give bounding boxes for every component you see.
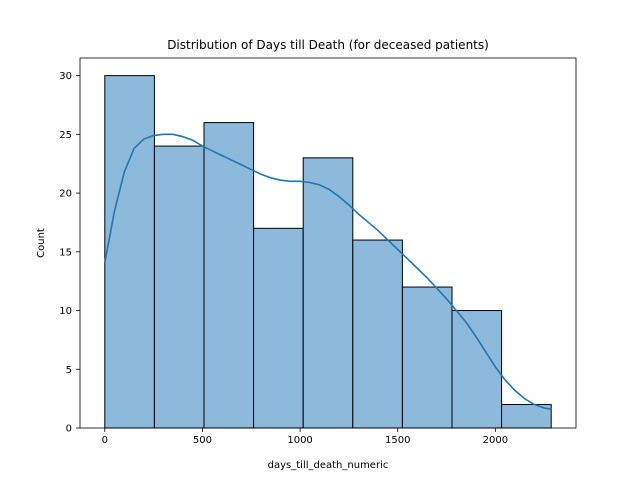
y-axis-label: Count [36, 228, 47, 258]
x-tick-label: 1000 [287, 435, 312, 446]
y-tick-label: 30 [59, 71, 72, 82]
y-tick-label: 25 [59, 130, 72, 141]
histogram-bar-7 [451, 310, 503, 429]
kde-line [104, 133, 552, 410]
y-tick-label: 5 [66, 365, 72, 376]
y-tick-label: 0 [66, 424, 72, 435]
histogram-bar-6 [401, 286, 453, 429]
histogram-bar-1 [153, 145, 205, 429]
histogram-bar-3 [253, 227, 304, 429]
x-axis-ticks: 0 500 1000 1500 2000 [102, 428, 508, 446]
y-axis-ticks: 0 5 10 15 20 25 30 [59, 71, 80, 435]
x-axis-label: days_till_death_numeric [268, 460, 389, 471]
histogram-bar-5 [352, 239, 403, 429]
y-tick-label: 20 [59, 189, 72, 200]
x-tick-label: 2000 [483, 435, 508, 446]
chart-title: Distribution of Days till Death (for dec… [167, 38, 489, 52]
plot-frame [79, 57, 577, 429]
x-tick-label: 0 [102, 435, 108, 446]
y-tick-label: 15 [59, 247, 72, 258]
histogram-bar-4 [302, 157, 354, 429]
x-tick-label: 1500 [385, 435, 410, 446]
y-tick-label: 10 [59, 306, 72, 317]
histogram-bar-2 [203, 122, 255, 429]
histogram-bar-0 [104, 75, 155, 429]
x-tick-label: 500 [193, 435, 212, 446]
histogram-bars [104, 75, 552, 429]
